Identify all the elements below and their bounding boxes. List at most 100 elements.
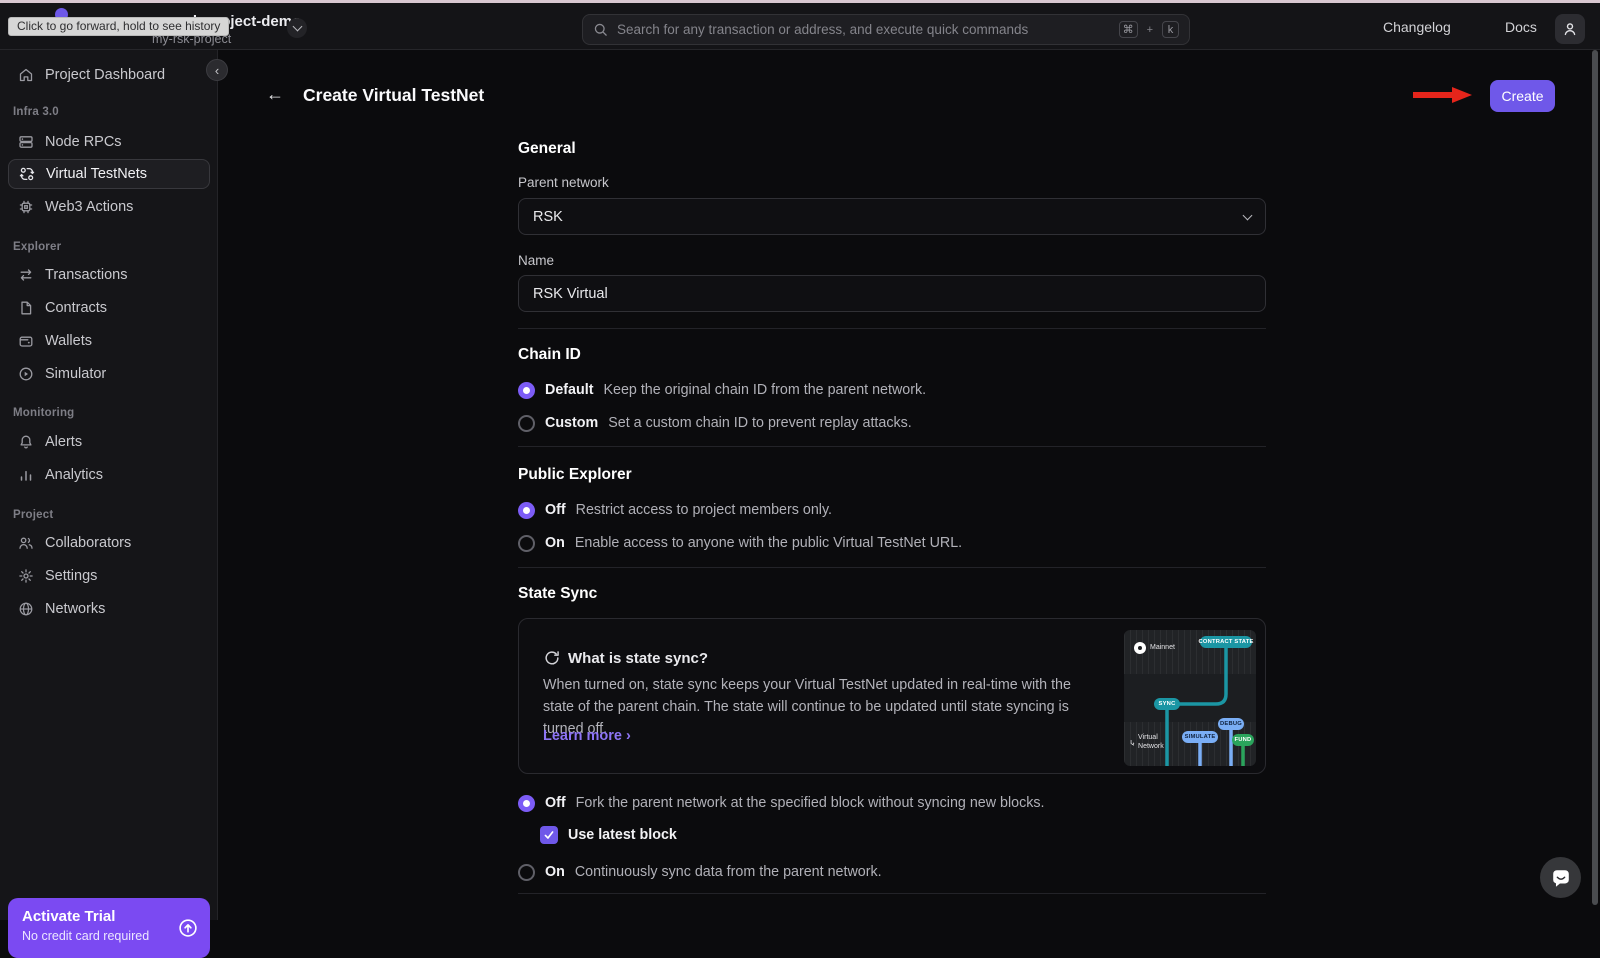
chat-bubble-button[interactable] <box>1540 857 1581 898</box>
cmd-key-badge: ⌘ <box>1118 21 1138 38</box>
radio-default[interactable] <box>518 381 535 399</box>
sync-pill: SYNC <box>1154 698 1180 710</box>
chevron-down-icon <box>292 21 302 32</box>
public-explorer-option-on: On Enable access to anyone with the publ… <box>518 533 962 553</box>
account-button[interactable] <box>1555 14 1585 44</box>
general-heading: General <box>518 140 576 157</box>
page-title: Create Virtual TestNet <box>303 85 485 105</box>
chip-icon <box>18 199 34 215</box>
changelog-link[interactable]: Changelog <box>1383 19 1451 35</box>
sidebar-item-label: Virtual TestNets <box>46 166 148 182</box>
branch-icon <box>1130 739 1135 746</box>
learn-more-link[interactable]: Learn more › <box>543 728 631 744</box>
gear-icon <box>18 568 34 584</box>
bell-icon <box>18 434 34 450</box>
annotation-arrow <box>1413 87 1472 103</box>
radio-explorer-off[interactable] <box>518 501 535 519</box>
sidebar-item-label: Transactions <box>45 267 128 283</box>
chain-id-option-custom: Custom Set a custom chain ID to prevent … <box>518 413 912 433</box>
chain-id-heading: Chain ID <box>518 346 581 363</box>
parent-network-select[interactable]: RSK <box>518 198 1266 235</box>
sidebar-collapse-button[interactable]: ‹ <box>206 59 228 81</box>
top-bar: my-rsk-project-demo my-rsk-project ⌘ + k… <box>0 3 1600 50</box>
sidebar-item-project-dashboard[interactable]: Project Dashboard <box>8 60 210 90</box>
home-icon <box>18 67 34 83</box>
arrow-up-circle-icon <box>179 919 197 937</box>
browser-tooltip: Click to go forward, hold to see history <box>8 17 230 36</box>
contract-state-pill: CONTRACT STATE <box>1198 636 1253 648</box>
state-sync-info-card: What is state sync? When turned on, stat… <box>518 618 1266 774</box>
state-sync-option-on: On Continuously sync data from the paren… <box>518 862 882 882</box>
main-content <box>219 50 1600 920</box>
chevron-down-icon <box>1242 210 1253 220</box>
project-switcher-button[interactable] <box>287 18 307 38</box>
people-icon <box>18 535 34 551</box>
sidebar-section-explorer: Explorer <box>13 241 62 253</box>
k-key-badge: k <box>1162 21 1179 38</box>
sidebar-item-simulator[interactable]: Simulator <box>8 359 210 389</box>
name-label: Name <box>518 253 555 268</box>
window-accent-line <box>0 0 1600 3</box>
chain-id-option-default: Default Keep the original chain ID from … <box>518 380 926 400</box>
chart-icon <box>18 467 34 483</box>
sidebar-item-transactions[interactable]: Transactions <box>8 260 210 290</box>
sidebar-item-networks[interactable]: Networks <box>8 594 210 624</box>
debug-pill: DEBUG <box>1218 718 1244 730</box>
public-explorer-option-off: Off Restrict access to project members o… <box>518 500 832 520</box>
trial-title: Activate Trial <box>22 908 116 925</box>
virtual-network-label: Virtual Network <box>1130 734 1172 751</box>
create-button[interactable]: Create <box>1490 80 1555 112</box>
sidebar-item-node-rpcs[interactable]: Node RPCs <box>8 127 210 157</box>
sidebar-item-virtual-testnets[interactable]: Virtual TestNets <box>8 159 210 189</box>
check-icon <box>544 831 554 839</box>
radio-sync-on[interactable] <box>518 863 535 881</box>
swap-icon <box>18 267 34 283</box>
play-circle-icon <box>18 366 34 382</box>
testnets-icon <box>19 166 35 182</box>
search-icon <box>594 23 607 36</box>
parent-network-label: Parent network <box>518 175 609 190</box>
radio-sync-off[interactable] <box>518 794 535 812</box>
sidebar-item-analytics[interactable]: Analytics <box>8 460 210 490</box>
sidebar-item-alerts[interactable]: Alerts <box>8 427 210 457</box>
fund-pill: FUND <box>1232 734 1254 746</box>
sidebar-item-label: Simulator <box>45 366 107 382</box>
sidebar-item-label: Networks <box>45 601 106 617</box>
global-search[interactable]: ⌘ + k <box>582 14 1190 45</box>
state-sync-heading: State Sync <box>518 585 598 602</box>
plus-separator: + <box>1146 23 1153 36</box>
chat-bubble-icon <box>1552 869 1569 887</box>
divider <box>518 567 1266 568</box>
state-sync-illustration: Mainnet CONTRACT STATE SYNC SIMULATE DEB… <box>1124 630 1256 766</box>
activate-trial-card[interactable]: Activate Trial No credit card required <box>8 898 210 958</box>
sidebar: Project Dashboard Infra 3.0 Node RPCs Vi… <box>0 50 218 958</box>
divider <box>518 328 1266 329</box>
mainnet-label: Mainnet <box>1150 644 1175 651</box>
sidebar-item-contracts[interactable]: Contracts <box>8 293 210 323</box>
document-icon <box>18 300 34 316</box>
scrollbar[interactable] <box>1592 50 1598 905</box>
sync-icon <box>545 651 559 665</box>
sidebar-item-wallets[interactable]: Wallets <box>8 326 210 356</box>
divider <box>518 446 1266 447</box>
use-latest-block-checkbox[interactable] <box>540 826 558 844</box>
docs-link[interactable]: Docs <box>1505 19 1537 35</box>
radio-explorer-on[interactable] <box>518 534 535 552</box>
sidebar-item-label: Collaborators <box>45 535 132 551</box>
person-icon <box>1564 23 1576 36</box>
name-input[interactable] <box>518 275 1266 312</box>
sidebar-item-label: Alerts <box>45 434 83 450</box>
globe-icon <box>18 601 34 617</box>
sidebar-item-settings[interactable]: Settings <box>8 561 210 591</box>
radio-custom[interactable] <box>518 414 535 432</box>
back-button[interactable]: ← <box>266 84 284 104</box>
sidebar-item-web3-actions[interactable]: Web3 Actions <box>8 192 210 222</box>
sidebar-item-label: Wallets <box>45 333 92 349</box>
sidebar-section-infra: Infra 3.0 <box>13 106 59 118</box>
sidebar-item-collaborators[interactable]: Collaborators <box>8 528 210 558</box>
sidebar-item-label: Settings <box>45 568 98 584</box>
sidebar-item-label: Web3 Actions <box>45 199 134 215</box>
illustration-connectors <box>1165 642 1245 766</box>
search-input[interactable] <box>617 22 1110 37</box>
